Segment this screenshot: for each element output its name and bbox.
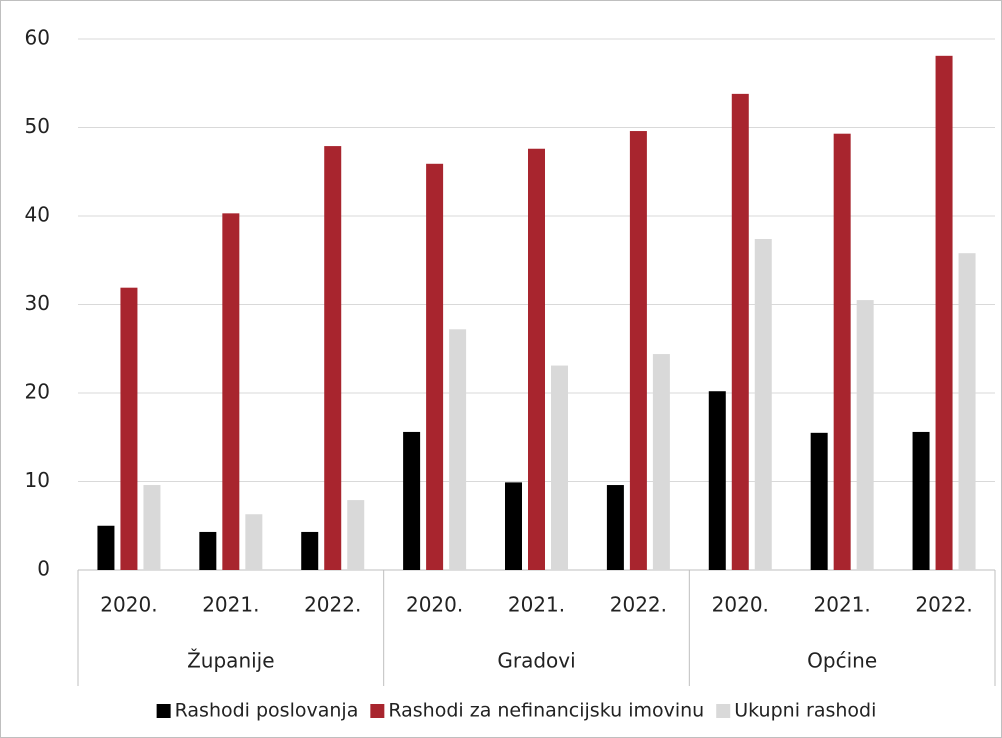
bar (731, 93, 749, 571)
bar (935, 55, 953, 570)
group-label: Općine (807, 649, 877, 673)
group-label: Županije (187, 649, 274, 673)
y-tick-label: 20 (25, 380, 50, 404)
bar (856, 300, 874, 570)
legend-swatch (370, 704, 385, 718)
bar (199, 531, 217, 570)
x-tick-label: 2022. (915, 593, 972, 617)
legend-label: Ukupni rashodi (734, 700, 876, 722)
bar (551, 365, 568, 570)
y-tick-label: 0 (37, 557, 50, 581)
y-tick-label: 50 (25, 114, 50, 138)
bar (143, 485, 161, 570)
legend-label: Rashodi poslovanja (175, 700, 359, 722)
bar (912, 431, 930, 570)
bar (708, 391, 726, 570)
bar (505, 482, 522, 570)
y-tick-label: 40 (25, 203, 50, 227)
bar (833, 133, 851, 570)
legend-label: Rashodi za nefinancijsku imovinu (388, 700, 704, 722)
bar (222, 213, 240, 570)
bar (426, 163, 444, 570)
x-tick-label: 2020. (712, 593, 769, 617)
x-tick-label: 2020. (406, 593, 463, 617)
x-tick-label: 2021. (508, 593, 565, 617)
x-tick-label: 2021. (814, 593, 871, 617)
legend-swatch (716, 704, 731, 718)
bar (97, 525, 115, 570)
bar (449, 329, 467, 570)
bar (810, 432, 828, 570)
bar (403, 431, 421, 570)
y-tick-label: 30 (25, 291, 50, 315)
y-tick-label: 60 (25, 26, 50, 50)
bar (606, 485, 624, 570)
x-tick-label: 2022. (304, 593, 361, 617)
bar (652, 354, 670, 570)
bar (629, 131, 647, 571)
legend-swatch (156, 704, 171, 718)
bar (245, 514, 263, 570)
bar (754, 239, 772, 570)
x-tick-label: 2021. (202, 593, 259, 617)
bar (528, 148, 545, 571)
x-tick-label: 2022. (610, 593, 667, 617)
x-tick-label: 2020. (100, 593, 157, 617)
group-label: Gradovi (497, 649, 575, 673)
bar (958, 253, 976, 571)
y-tick-label: 10 (25, 468, 50, 492)
bar (120, 287, 138, 570)
bar (301, 531, 319, 570)
bar (347, 500, 365, 570)
bar (324, 146, 342, 570)
